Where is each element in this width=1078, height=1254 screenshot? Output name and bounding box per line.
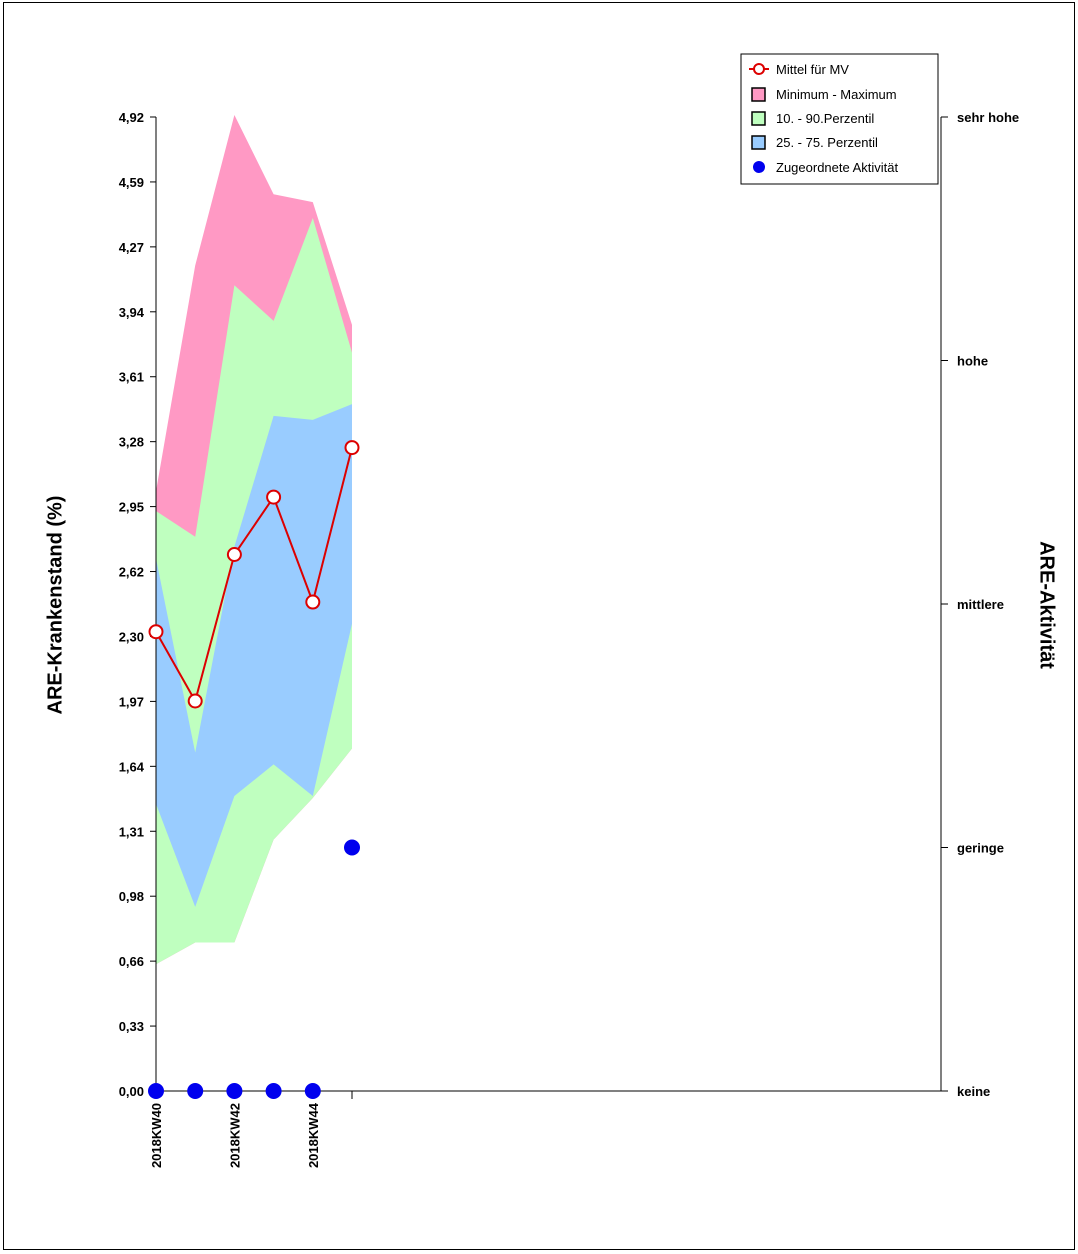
activity-point — [344, 839, 360, 856]
mean-point — [266, 489, 282, 505]
y-tick-label: 3,94 — [119, 305, 145, 320]
y-tick-label: 0,33 — [119, 1019, 144, 1034]
bands-layer — [156, 115, 352, 965]
y-tick-label: 2,95 — [119, 500, 144, 515]
y-tick-label: 4,27 — [119, 240, 144, 255]
y2-tick-label: geringe — [957, 841, 1004, 856]
legend-label-activity: Zugeordnete Aktivität — [776, 160, 899, 175]
legend-label-minmax: Minimum - Maximum — [776, 87, 897, 102]
activity-point — [304, 1083, 321, 1099]
axes-layer: 0,00 0,33 0,66 0,98 1,31 1,64 1,97 2,30 2,62 2,95… — [119, 110, 1019, 1168]
band-p25-p75 — [156, 404, 352, 907]
y-tick-label: 3,28 — [119, 435, 144, 450]
mean-point — [226, 547, 242, 563]
y-tick-label: 2,30 — [119, 629, 144, 644]
y-tick-label: 4,92 — [119, 110, 144, 125]
y-tick-label: 0,00 — [119, 1084, 144, 1099]
mean-point — [187, 693, 203, 709]
series-layer — [148, 440, 360, 1099]
mean-point — [148, 624, 164, 640]
y2-tick-label: sehr hohe — [957, 110, 1019, 125]
x-tick-label: 2018KW42 — [227, 1103, 242, 1168]
legend-label-p25p75: 25. - 75. Perzentil — [776, 135, 878, 150]
y-tick-label: 0,98 — [119, 889, 144, 904]
legend-minmax-swatch — [751, 87, 766, 102]
y2-axis-title: ARE-Aktivität — [1036, 541, 1058, 669]
legend-mean-marker-symbol — [753, 63, 765, 75]
y2-tick-label: mittlere — [957, 597, 1004, 612]
x-tick-label: 2018KW44 — [306, 1102, 321, 1168]
mean-point — [305, 594, 321, 610]
y-tick-label: 2,62 — [119, 565, 144, 580]
y-axis-title: ARE-Krankenstand (%) — [44, 496, 66, 715]
y-tick-label: 3,61 — [119, 370, 144, 385]
activity-point — [226, 1083, 243, 1099]
activity-point — [187, 1083, 204, 1099]
legend-box — [740, 53, 939, 185]
y2-tick-label: hohe — [957, 354, 988, 369]
legend-p25p75-swatch — [751, 135, 766, 150]
y-tick-label: 4,59 — [119, 175, 144, 190]
activity-point — [265, 1083, 282, 1099]
mean-point — [344, 440, 360, 456]
legend-label-p10p90: 10. - 90.Perzentil — [776, 111, 874, 126]
x-tick-label: 2018KW40 — [149, 1103, 164, 1168]
legend-activity-symbol — [753, 161, 765, 173]
y-tick-label: 1,97 — [119, 694, 144, 709]
legend-label-mean: Mittel für MV — [776, 62, 849, 77]
mean-line — [155, 447, 353, 704]
activity-point — [148, 1083, 164, 1099]
legend-p10p90-swatch — [751, 111, 766, 126]
y-tick-label: 0,66 — [119, 954, 144, 969]
legend: Mittel für MV Minimum - Maximum 10. - 90… — [740, 53, 939, 185]
y-tick-label: 1,64 — [119, 759, 145, 774]
y2-tick-label: keine — [957, 1084, 990, 1099]
y-tick-label: 1,31 — [119, 824, 144, 839]
